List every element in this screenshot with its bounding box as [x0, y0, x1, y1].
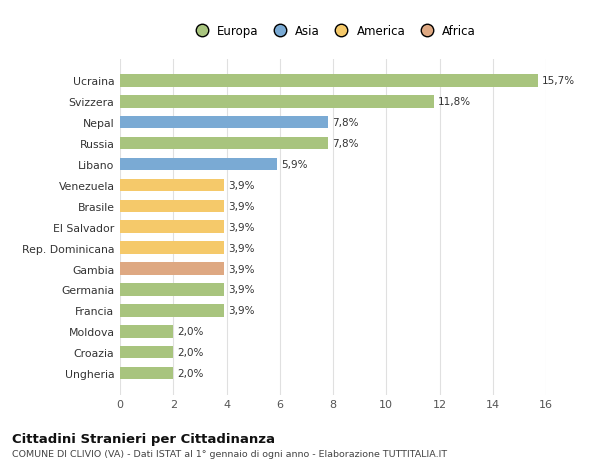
Bar	[120, 117, 328, 129]
Bar	[120, 179, 224, 192]
Bar	[120, 325, 173, 338]
Bar	[120, 138, 328, 150]
Text: 2,0%: 2,0%	[177, 368, 203, 378]
Text: COMUNE DI CLIVIO (VA) - Dati ISTAT al 1° gennaio di ogni anno - Elaborazione TUT: COMUNE DI CLIVIO (VA) - Dati ISTAT al 1°…	[12, 449, 447, 458]
Bar	[120, 221, 224, 234]
Text: 3,9%: 3,9%	[228, 202, 254, 211]
Text: 3,9%: 3,9%	[228, 264, 254, 274]
Bar	[120, 367, 173, 380]
Bar	[120, 346, 173, 358]
Text: 7,8%: 7,8%	[332, 118, 358, 128]
Text: 3,9%: 3,9%	[228, 243, 254, 253]
Text: 11,8%: 11,8%	[438, 97, 471, 107]
Text: 3,9%: 3,9%	[228, 180, 254, 190]
Bar	[120, 96, 434, 108]
Bar	[120, 200, 224, 213]
Bar	[120, 242, 224, 254]
Text: 3,9%: 3,9%	[228, 306, 254, 316]
Text: 5,9%: 5,9%	[281, 160, 308, 170]
Bar	[120, 304, 224, 317]
Text: 2,0%: 2,0%	[177, 326, 203, 336]
Text: 2,0%: 2,0%	[177, 347, 203, 358]
Bar	[120, 75, 538, 87]
Text: 3,9%: 3,9%	[228, 285, 254, 295]
Text: 3,9%: 3,9%	[228, 222, 254, 232]
Text: Cittadini Stranieri per Cittadinanza: Cittadini Stranieri per Cittadinanza	[12, 432, 275, 445]
Bar	[120, 284, 224, 296]
Legend: Europa, Asia, America, Africa: Europa, Asia, America, Africa	[190, 25, 476, 38]
Text: 15,7%: 15,7%	[542, 76, 575, 86]
Text: 7,8%: 7,8%	[332, 139, 358, 149]
Bar	[120, 158, 277, 171]
Bar	[120, 263, 224, 275]
